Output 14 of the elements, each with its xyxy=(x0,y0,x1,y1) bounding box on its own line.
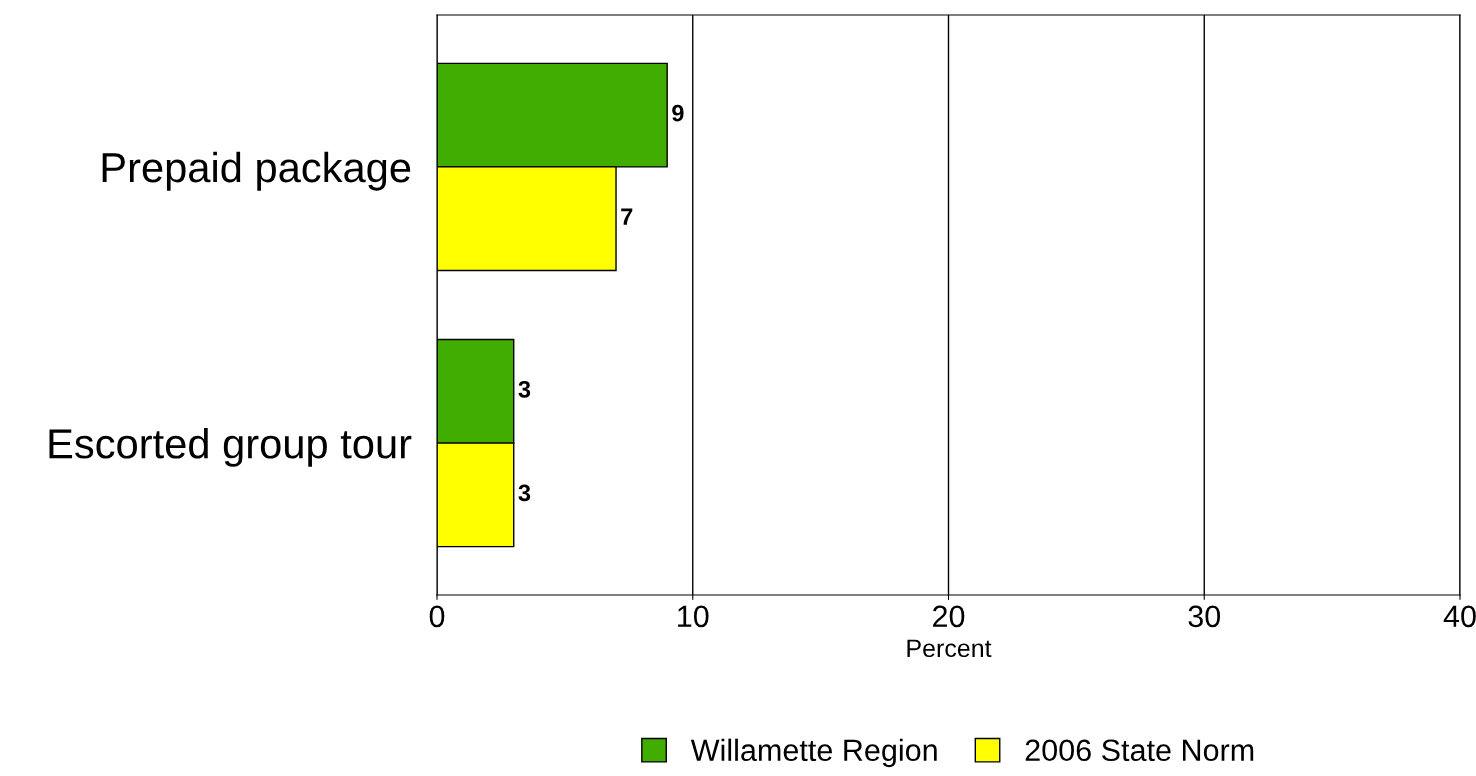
data-label: 9 xyxy=(672,104,684,122)
data-label: 7 xyxy=(621,208,633,225)
x-tick-label: 0 xyxy=(429,605,445,628)
y-tick-label: Prepaid package xyxy=(102,151,411,191)
data-label: 3 xyxy=(518,380,531,398)
x-axis-title: Percent xyxy=(907,639,992,658)
legend-label: 2006 State Norm xyxy=(1025,739,1254,762)
data-label: 3 xyxy=(518,484,531,502)
x-tick-label: 40 xyxy=(1443,605,1476,628)
x-tick-label: 10 xyxy=(678,605,709,628)
legend-label: Willamette Region xyxy=(690,738,937,768)
y-tick-label: Escorted group tour xyxy=(49,428,412,467)
x-tick-label: 30 xyxy=(1188,605,1221,628)
x-tick-label: 20 xyxy=(933,605,965,628)
